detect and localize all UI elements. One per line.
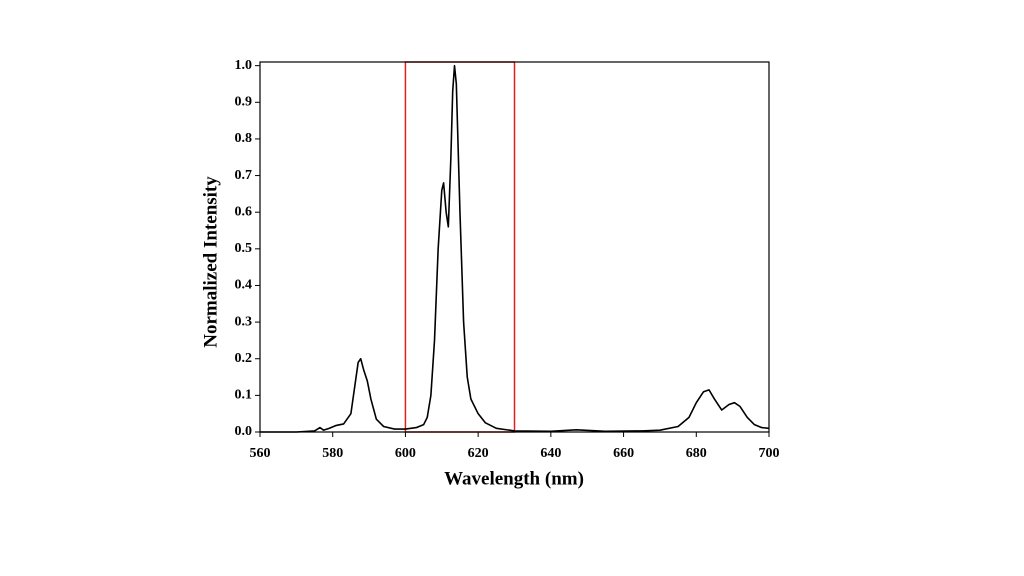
y-tick-label: 0.5 — [235, 241, 253, 256]
y-axis-title: Normalized Intensity — [200, 176, 221, 348]
y-tick-label: 0.4 — [235, 278, 253, 293]
y-tick-label: 1.0 — [235, 58, 253, 73]
x-tick-label: 600 — [395, 446, 416, 461]
highlight-box — [404, 61, 516, 433]
x-tick-label: 620 — [468, 446, 489, 461]
x-tick-label: 560 — [250, 446, 271, 461]
y-tick-label: 0.2 — [235, 351, 253, 366]
y-tick-label: 0.8 — [235, 131, 253, 146]
x-tick-label: 640 — [540, 446, 561, 461]
y-tick-label: 0.9 — [235, 95, 253, 110]
x-tick-label: 700 — [759, 446, 780, 461]
spectrum-line — [260, 64, 770, 433]
y-tick-label: 0.7 — [235, 168, 253, 183]
x-tick-label: 680 — [686, 446, 707, 461]
y-tick-label: 0.6 — [235, 204, 253, 219]
y-tick-label: 0.0 — [235, 424, 253, 439]
y-tick-label: 0.1 — [235, 388, 253, 403]
x-axis-title: Wavelength (nm) — [444, 468, 584, 489]
x-tick-label: 580 — [322, 446, 343, 461]
plot-frame — [259, 61, 770, 433]
x-tick-label: 660 — [613, 446, 634, 461]
y-tick-label: 0.3 — [235, 314, 253, 329]
